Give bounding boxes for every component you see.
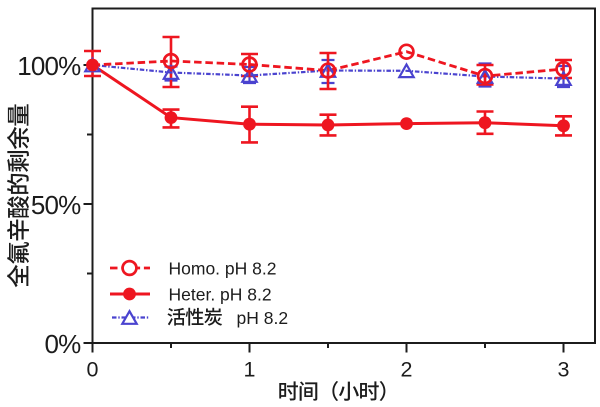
svg-text:0%: 0%	[45, 329, 82, 359]
svg-text:100%: 100%	[17, 51, 81, 81]
svg-text:2: 2	[401, 358, 413, 382]
svg-text:1: 1	[244, 358, 256, 382]
svg-text:50%: 50%	[31, 190, 81, 220]
svg-text:pH 8.2: pH 8.2	[237, 308, 289, 328]
svg-text:Heter. pH 8.2: Heter. pH 8.2	[169, 285, 272, 305]
svg-text:0: 0	[87, 358, 99, 382]
svg-text:Homo. pH 8.2: Homo. pH 8.2	[169, 259, 277, 279]
svg-text:3: 3	[558, 358, 570, 382]
